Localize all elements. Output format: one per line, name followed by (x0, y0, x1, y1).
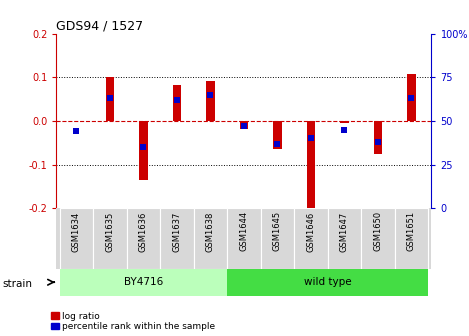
Bar (127, 208, 160, 269)
Text: GSM1646: GSM1646 (306, 211, 315, 252)
Bar (394, 208, 428, 269)
Text: GSM1644: GSM1644 (239, 211, 249, 251)
Point (106, 95, 113, 101)
Bar (261, 208, 294, 269)
Bar (173, 85, 181, 121)
Bar (60, 269, 227, 296)
Text: GSM1634: GSM1634 (72, 211, 81, 252)
Bar (106, 77, 114, 121)
Bar (407, 74, 416, 121)
Bar (307, 121, 315, 210)
Point (73, 129, 80, 134)
Bar (340, 121, 348, 123)
Bar (374, 121, 382, 154)
Text: GSM1637: GSM1637 (173, 211, 182, 252)
Bar (227, 208, 261, 269)
Text: BY4716: BY4716 (124, 277, 163, 287)
Point (173, 97, 181, 103)
Point (340, 127, 348, 132)
Bar (206, 81, 214, 121)
Bar (328, 208, 361, 269)
Text: GSM1636: GSM1636 (139, 211, 148, 252)
Bar (194, 208, 227, 269)
Point (207, 92, 214, 97)
Text: GSM1635: GSM1635 (106, 211, 114, 252)
Point (140, 144, 147, 150)
Bar (361, 208, 394, 269)
Bar (273, 121, 281, 149)
Bar (139, 121, 148, 180)
Text: GDS94 / 1527: GDS94 / 1527 (56, 19, 144, 33)
Text: wild type: wild type (304, 277, 351, 287)
Text: GSM1638: GSM1638 (206, 211, 215, 252)
Bar (93, 208, 127, 269)
Point (240, 124, 248, 129)
Bar (227, 269, 428, 296)
Text: GSM1647: GSM1647 (340, 211, 349, 252)
Bar (240, 121, 248, 129)
Bar (294, 208, 328, 269)
Text: strain: strain (2, 279, 32, 289)
Point (307, 136, 315, 141)
Point (374, 139, 382, 144)
Text: GSM1645: GSM1645 (273, 211, 282, 251)
Point (273, 141, 281, 146)
Legend: log ratio, percentile rank within the sample: log ratio, percentile rank within the sa… (52, 312, 215, 332)
Bar (160, 208, 194, 269)
Bar (60, 208, 93, 269)
Text: GSM1651: GSM1651 (407, 211, 416, 251)
Text: GSM1650: GSM1650 (373, 211, 382, 251)
Point (408, 95, 415, 101)
